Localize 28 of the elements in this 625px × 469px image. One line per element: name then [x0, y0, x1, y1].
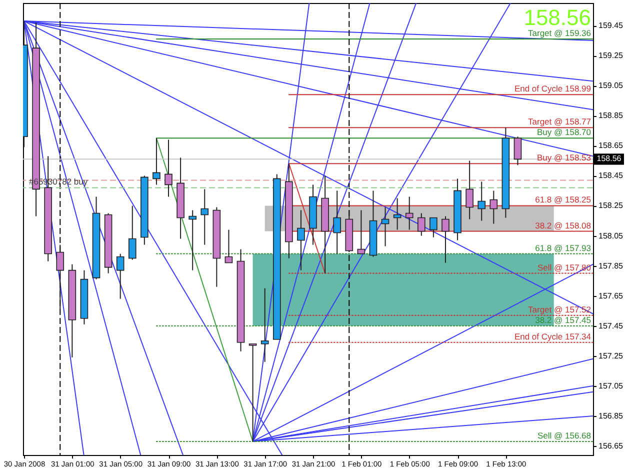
- y-tick-label: 158.85: [598, 111, 624, 120]
- series-label: Buy @ 158.53: [537, 152, 592, 163]
- y-tick-label: 158.65: [598, 141, 624, 150]
- series-label: Target @ 158.77: [528, 116, 592, 127]
- annotation: 158.56: [524, 5, 591, 30]
- y-tick-label: 159.05: [598, 81, 624, 90]
- y-tick-label: 158.25: [598, 201, 624, 210]
- series-label: Buy @ 158.70: [537, 127, 592, 138]
- y-tick-label: 157.25: [598, 351, 624, 360]
- y-tick-label: 156.65: [598, 441, 624, 450]
- series-label: End of Cycle 158.99: [514, 84, 592, 94]
- ref-line-label: 158.56: [596, 154, 622, 164]
- series-label: 61.8 @ 158.25: [535, 194, 592, 205]
- y-tick-label: 159.45: [598, 21, 624, 30]
- y-tick-label: 157.45: [598, 321, 624, 330]
- series-label: Target @ 159.36: [528, 28, 592, 38]
- series-label: Sell @ 156.68: [537, 430, 592, 440]
- y-tick-label: 156.85: [598, 411, 624, 420]
- y-tick-label: 158.45: [598, 171, 624, 180]
- y-tick-label: 159.25: [598, 51, 624, 60]
- y-tick-label: 157.65: [598, 291, 624, 300]
- series-label: End of Cycle 157.34: [514, 331, 592, 342]
- series-label: 38.2 @ 158.08: [535, 220, 592, 230]
- y-tick-label: 157.85: [598, 261, 624, 270]
- y-tick-label: 157.05: [598, 381, 624, 390]
- series-label: 38.2 @ 157.45: [535, 314, 592, 325]
- y-tick-label: 158.05: [598, 231, 624, 240]
- series-label: 61.8 @ 157.93: [535, 242, 592, 253]
